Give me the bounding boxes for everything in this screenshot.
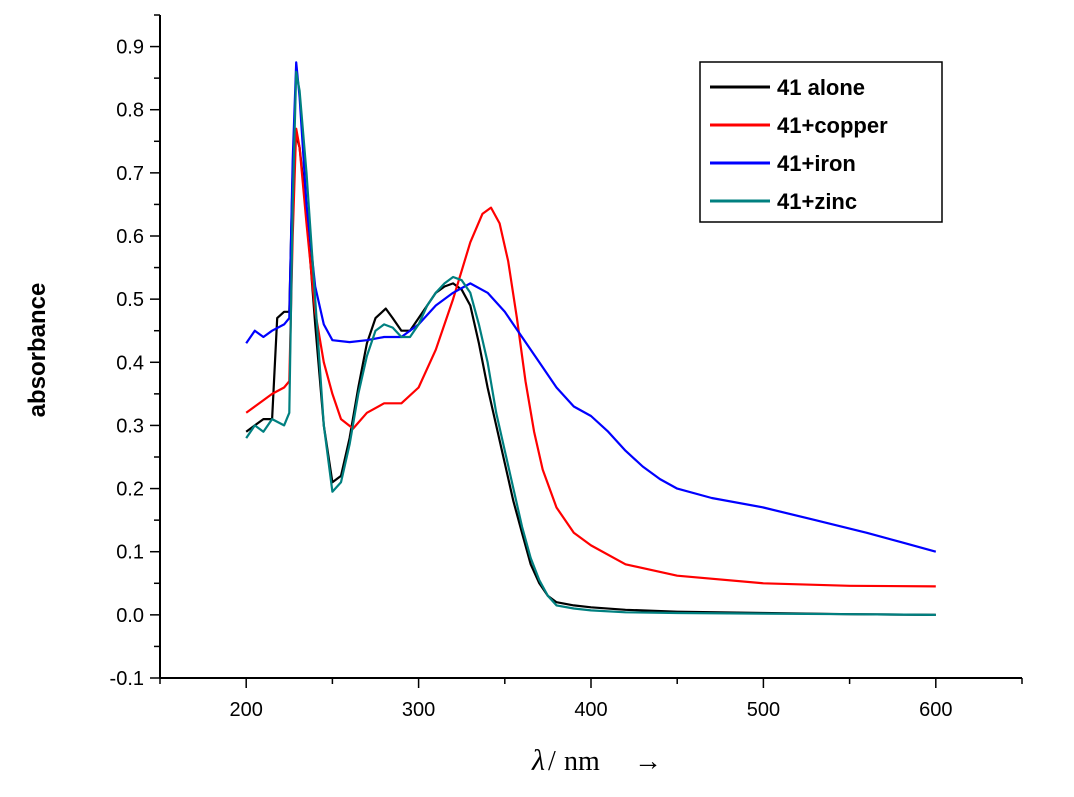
legend-label-1: 41+copper [777, 113, 888, 138]
y-tick-label: 0.2 [116, 479, 144, 501]
y-tick-label: 0.3 [116, 415, 144, 437]
y-tick-label: 0.0 [116, 605, 144, 627]
y-tick-label: 0.6 [116, 226, 144, 248]
plot-area: 200 300 400 500 600 -0.1 0.0 0.1 0.2 0.3 0.4 0.5 0.… [110, 14, 1023, 721]
legend-label-0: 41 alone [777, 75, 865, 100]
legend-label-3: 41+zinc [777, 189, 857, 214]
y-tick-label: 0.1 [116, 542, 144, 564]
y-tick-label: 0.5 [116, 289, 144, 311]
y-tick-label: 0.9 [116, 37, 144, 59]
series-line-3 [245, 70, 936, 616]
x-tick-label: 500 [747, 699, 780, 721]
x-tick-label: 600 [919, 699, 952, 721]
y-ticks: -0.1 0.0 0.1 0.2 0.3 0.4 0.5 0.6 0.7 0.8 0.9 [110, 14, 160, 690]
x-axis-label-symbol: λ [531, 744, 545, 777]
y-axis-label: absorbance [24, 283, 51, 418]
y-tick-label: 0.7 [116, 163, 144, 185]
legend-label-2: 41+iron [777, 151, 856, 176]
x-axis-label: λ / nm → [531, 744, 662, 777]
x-axis-label-slash: / [548, 746, 556, 777]
x-axis-label-unit: nm [564, 746, 600, 777]
legend-box [699, 61, 943, 223]
x-tick-label: 400 [574, 699, 607, 721]
y-tick-label: 0.8 [116, 100, 144, 122]
x-ticks: 200 300 400 500 600 [159, 678, 1023, 721]
y-tick-label: 0.4 [116, 352, 144, 374]
y-tick-label: -0.1 [110, 668, 144, 690]
x-tick-label: 300 [402, 699, 435, 721]
legend: 41 alone 41+copper 41+iron 41+zinc [699, 61, 943, 223]
x-tick-label: 200 [230, 699, 263, 721]
x-axis-label-arrow: → [634, 746, 662, 777]
series-lines [245, 61, 937, 616]
